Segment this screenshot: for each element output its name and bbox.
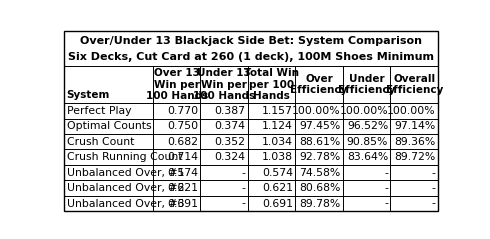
Text: 0.387: 0.387	[215, 106, 245, 116]
Text: Under 13
Win per
100 Hands: Under 13 Win per 100 Hands	[193, 68, 255, 101]
Text: 89.72%: 89.72%	[394, 152, 436, 162]
Text: Unbalanced Over, #2: Unbalanced Over, #2	[67, 183, 184, 193]
Text: 0.574: 0.574	[167, 168, 198, 178]
Text: 1.038: 1.038	[262, 152, 293, 162]
Text: 0.324: 0.324	[215, 152, 245, 162]
Text: 80.68%: 80.68%	[299, 183, 341, 193]
Text: 90.85%: 90.85%	[347, 137, 388, 147]
Text: Six Decks, Cut Card at 260 (1 deck), 100M Shoes Minimum: Six Decks, Cut Card at 260 (1 deck), 100…	[68, 52, 434, 62]
Text: 1.124: 1.124	[262, 121, 293, 131]
Text: Total Win
per 100
Hands: Total Win per 100 Hands	[244, 68, 299, 101]
Text: 0.691: 0.691	[262, 199, 293, 208]
Text: -: -	[432, 183, 436, 193]
Text: Over
Efficiency: Over Efficiency	[291, 74, 348, 95]
Text: -: -	[384, 183, 388, 193]
Text: Over 13
Win per
100 Hands: Over 13 Win per 100 Hands	[146, 68, 208, 101]
Text: 0.374: 0.374	[215, 121, 245, 131]
Text: 88.61%: 88.61%	[299, 137, 341, 147]
Text: 0.682: 0.682	[167, 137, 198, 147]
Text: 1.157: 1.157	[262, 106, 293, 116]
Text: 100.00%: 100.00%	[387, 106, 436, 116]
Text: 97.45%: 97.45%	[299, 121, 341, 131]
Text: 83.64%: 83.64%	[347, 152, 388, 162]
Text: Unbalanced Over, #3: Unbalanced Over, #3	[67, 199, 184, 208]
Text: 89.78%: 89.78%	[299, 199, 341, 208]
Text: Unbalanced Over, #1: Unbalanced Over, #1	[67, 168, 184, 178]
Text: -: -	[242, 183, 245, 193]
Text: -: -	[242, 168, 245, 178]
Text: -: -	[384, 168, 388, 178]
Text: System: System	[67, 90, 110, 100]
Text: Crush Count: Crush Count	[67, 137, 134, 147]
Text: 0.714: 0.714	[167, 152, 198, 162]
Text: Optimal Counts: Optimal Counts	[67, 121, 151, 131]
Text: 96.52%: 96.52%	[347, 121, 388, 131]
Text: 89.36%: 89.36%	[394, 137, 436, 147]
Text: 0.770: 0.770	[167, 106, 198, 116]
Text: 100.00%: 100.00%	[292, 106, 341, 116]
Text: -: -	[242, 199, 245, 208]
Text: 0.750: 0.750	[167, 121, 198, 131]
Text: Crush Running Count: Crush Running Count	[67, 152, 182, 162]
Text: -: -	[432, 199, 436, 208]
Text: 0.621: 0.621	[167, 183, 198, 193]
Text: Overall
Efficiency: Overall Efficiency	[386, 74, 443, 95]
Text: 97.14%: 97.14%	[394, 121, 436, 131]
Text: Perfect Play: Perfect Play	[67, 106, 131, 116]
Text: 0.352: 0.352	[215, 137, 245, 147]
Text: 100.00%: 100.00%	[340, 106, 388, 116]
Text: 92.78%: 92.78%	[299, 152, 341, 162]
Text: -: -	[432, 168, 436, 178]
Text: 0.574: 0.574	[262, 168, 293, 178]
Text: 74.58%: 74.58%	[299, 168, 341, 178]
Text: -: -	[384, 199, 388, 208]
Text: 1.034: 1.034	[262, 137, 293, 147]
Text: 0.691: 0.691	[167, 199, 198, 208]
Text: 0.621: 0.621	[262, 183, 293, 193]
Text: Over/Under 13 Blackjack Side Bet: System Comparison: Over/Under 13 Blackjack Side Bet: System…	[80, 37, 422, 46]
Text: Under
Efficiency: Under Efficiency	[338, 74, 395, 95]
